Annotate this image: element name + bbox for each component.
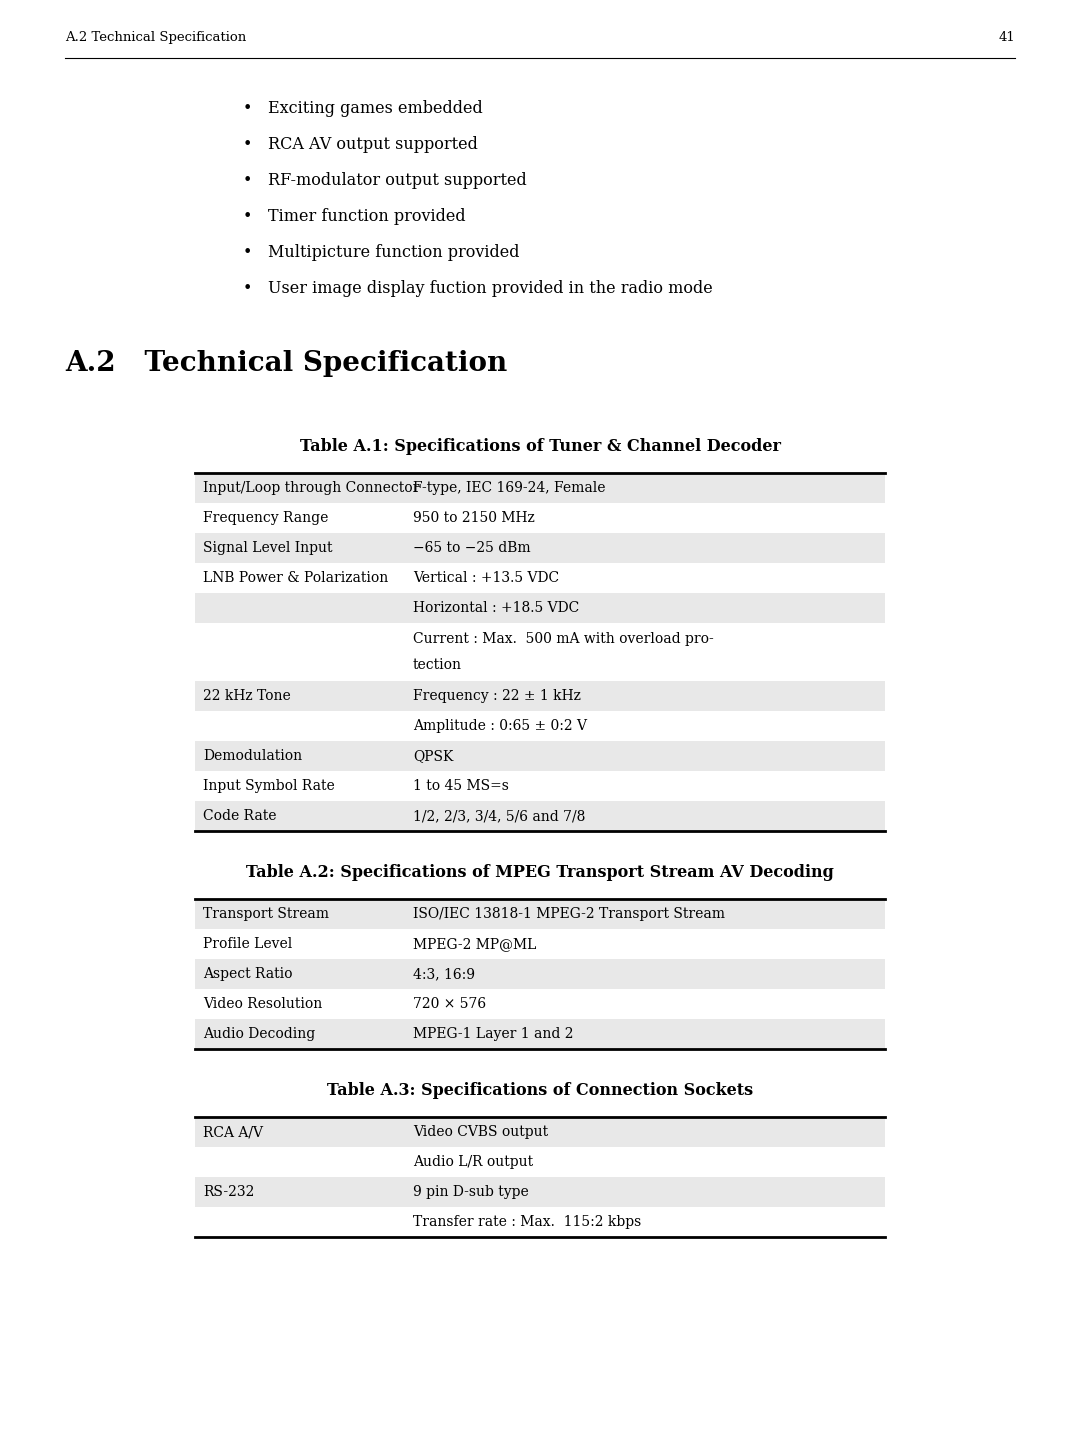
Text: 9 pin D-sub type: 9 pin D-sub type bbox=[413, 1184, 529, 1199]
Text: ISO/IEC 13818-1 MPEG-2 Transport Stream: ISO/IEC 13818-1 MPEG-2 Transport Stream bbox=[413, 907, 725, 921]
Text: 1/2, 2/3, 3/4, 5/6 and 7/8: 1/2, 2/3, 3/4, 5/6 and 7/8 bbox=[413, 809, 585, 823]
Text: RS-232: RS-232 bbox=[203, 1184, 255, 1199]
Text: −65 to −25 dBm: −65 to −25 dBm bbox=[413, 541, 530, 555]
Text: Exciting games embedded: Exciting games embedded bbox=[268, 99, 483, 117]
Text: Audio L/R output: Audio L/R output bbox=[413, 1156, 534, 1168]
Text: Table A.2: Specifications of MPEG Transport Stream AV Decoding: Table A.2: Specifications of MPEG Transp… bbox=[246, 863, 834, 881]
Text: Horizontal : +18.5 VDC: Horizontal : +18.5 VDC bbox=[413, 602, 579, 614]
Text: 22 kHz Tone: 22 kHz Tone bbox=[203, 689, 291, 704]
Text: Amplitude : 0:65 ± 0:2 V: Amplitude : 0:65 ± 0:2 V bbox=[413, 720, 588, 732]
Text: Code Rate: Code Rate bbox=[203, 809, 276, 823]
Text: Demodulation: Demodulation bbox=[203, 750, 302, 763]
Text: User image display fuction provided in the radio mode: User image display fuction provided in t… bbox=[268, 281, 713, 296]
Text: Audio Decoding: Audio Decoding bbox=[203, 1027, 315, 1040]
Text: Input Symbol Rate: Input Symbol Rate bbox=[203, 778, 335, 793]
Text: Table A.1: Specifications of Tuner & Channel Decoder: Table A.1: Specifications of Tuner & Cha… bbox=[299, 437, 781, 455]
Text: A.2   Technical Specification: A.2 Technical Specification bbox=[65, 350, 508, 377]
Text: Video CVBS output: Video CVBS output bbox=[413, 1125, 549, 1140]
Text: 720 × 576: 720 × 576 bbox=[413, 997, 486, 1012]
Bar bbox=[195, 1177, 885, 1207]
Text: Frequency Range: Frequency Range bbox=[203, 511, 328, 525]
Bar bbox=[195, 958, 885, 989]
Text: •: • bbox=[243, 173, 252, 189]
Text: 4:3, 16:9: 4:3, 16:9 bbox=[413, 967, 475, 981]
Text: •: • bbox=[243, 281, 252, 296]
Bar bbox=[195, 532, 885, 563]
Text: RF-modulator output supported: RF-modulator output supported bbox=[268, 173, 527, 189]
Text: RCA A/V: RCA A/V bbox=[203, 1125, 264, 1140]
Text: RCA AV output supported: RCA AV output supported bbox=[268, 137, 477, 153]
Text: Vertical : +13.5 VDC: Vertical : +13.5 VDC bbox=[413, 571, 559, 586]
Text: Video Resolution: Video Resolution bbox=[203, 997, 322, 1012]
Text: F-type, IEC 169-24, Female: F-type, IEC 169-24, Female bbox=[413, 481, 606, 495]
Text: Transport Stream: Transport Stream bbox=[203, 907, 329, 921]
Text: •: • bbox=[243, 137, 252, 153]
Text: Table A.3: Specifications of Connection Sockets: Table A.3: Specifications of Connection … bbox=[327, 1082, 753, 1099]
Text: Signal Level Input: Signal Level Input bbox=[203, 541, 333, 555]
Text: Input/Loop through Connector: Input/Loop through Connector bbox=[203, 481, 419, 495]
Bar bbox=[195, 593, 885, 623]
Bar bbox=[195, 681, 885, 711]
Text: Frequency : 22 ± 1 kHz: Frequency : 22 ± 1 kHz bbox=[413, 689, 581, 704]
Text: Aspect Ratio: Aspect Ratio bbox=[203, 967, 293, 981]
Text: Profile Level: Profile Level bbox=[203, 937, 293, 951]
Text: tection: tection bbox=[413, 658, 462, 672]
Text: •: • bbox=[243, 245, 252, 260]
Text: 950 to 2150 MHz: 950 to 2150 MHz bbox=[413, 511, 535, 525]
Bar bbox=[195, 1019, 885, 1049]
Text: A.2 Technical Specification: A.2 Technical Specification bbox=[65, 32, 246, 45]
Bar bbox=[195, 473, 885, 504]
Text: Transfer rate : Max.  115:2 kbps: Transfer rate : Max. 115:2 kbps bbox=[413, 1215, 642, 1229]
Text: 1 to 45 MS=s: 1 to 45 MS=s bbox=[413, 778, 509, 793]
Bar bbox=[195, 1117, 885, 1147]
Text: •: • bbox=[243, 99, 252, 117]
Text: Timer function provided: Timer function provided bbox=[268, 209, 465, 224]
Text: MPEG-2 MP@ML: MPEG-2 MP@ML bbox=[413, 937, 537, 951]
Text: MPEG-1 Layer 1 and 2: MPEG-1 Layer 1 and 2 bbox=[413, 1027, 573, 1040]
Text: QPSK: QPSK bbox=[413, 750, 454, 763]
Text: 41: 41 bbox=[998, 32, 1015, 45]
Text: Current : Max.  500 mA with overload pro-: Current : Max. 500 mA with overload pro- bbox=[413, 632, 714, 646]
Bar bbox=[195, 741, 885, 771]
Bar bbox=[195, 899, 885, 930]
Text: LNB Power & Polarization: LNB Power & Polarization bbox=[203, 571, 388, 586]
Text: Multipicture function provided: Multipicture function provided bbox=[268, 245, 519, 260]
Text: •: • bbox=[243, 209, 252, 224]
Bar bbox=[195, 802, 885, 830]
